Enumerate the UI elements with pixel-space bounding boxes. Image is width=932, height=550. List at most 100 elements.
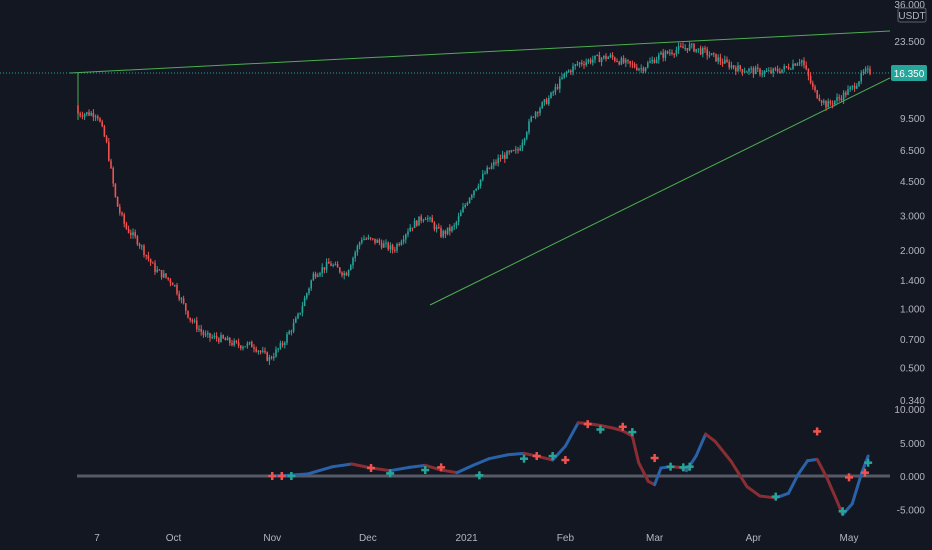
- candle: [669, 49, 671, 56]
- upper-trendline: [69, 30, 891, 74]
- candle: [292, 318, 295, 334]
- price-tick-label: 9.500: [900, 114, 925, 125]
- candle: [629, 60, 631, 68]
- candle: [185, 303, 187, 315]
- candle: [391, 243, 394, 254]
- candle: [446, 227, 449, 236]
- price-tick-label: 0.700: [900, 335, 925, 346]
- candle: [253, 344, 255, 353]
- indicator-tick-label: -5.000: [897, 505, 926, 516]
- candle: [512, 149, 515, 152]
- candle: [196, 316, 198, 333]
- candle: [856, 83, 858, 90]
- time-axis[interactable]: 7 Oct Nov Dec 2021 Feb Mar Apr May: [94, 533, 858, 544]
- candle: [783, 63, 785, 73]
- candle: [759, 67, 761, 77]
- candle: [222, 334, 224, 340]
- candle: [160, 269, 163, 280]
- candle: [444, 229, 447, 239]
- candle: [119, 203, 121, 216]
- candle: [761, 70, 763, 78]
- candle: [737, 62, 739, 72]
- candle: [565, 70, 568, 78]
- candle: [462, 202, 464, 213]
- candle: [99, 117, 101, 123]
- candle: [191, 318, 194, 324]
- candle: [251, 340, 253, 348]
- candle: [697, 48, 700, 53]
- candle: [662, 48, 664, 62]
- candle: [193, 318, 196, 324]
- price-tick-label: 0.340: [900, 396, 925, 407]
- candle: [539, 106, 541, 116]
- candle: [110, 158, 112, 170]
- candle: [739, 64, 741, 72]
- candle: [616, 58, 618, 63]
- candle: [594, 55, 596, 64]
- candle: [174, 284, 176, 288]
- candle: [812, 80, 814, 90]
- candle: [422, 218, 425, 223]
- candle: [548, 95, 550, 106]
- candle: [794, 63, 796, 67]
- candle: [787, 63, 790, 71]
- candle: [715, 53, 717, 63]
- candle: [702, 46, 704, 58]
- candle: [596, 54, 598, 57]
- candle: [460, 209, 462, 217]
- indicator-segment: [850, 471, 864, 506]
- candle: [361, 237, 363, 245]
- indicator-axis[interactable]: 10.000 5.000 0.000 -5.000: [894, 405, 925, 516]
- candle: [431, 214, 433, 223]
- candle: [743, 67, 746, 73]
- indicator-segment: [796, 459, 810, 477]
- indicator-segment: [439, 468, 459, 475]
- time-tick-label: Dec: [359, 533, 377, 544]
- buy-marker: [771, 492, 780, 501]
- indicator-pane[interactable]: [77, 420, 890, 517]
- candle: [90, 110, 92, 117]
- indicator-segment: [806, 457, 819, 463]
- candle: [279, 340, 282, 350]
- indicator-segment: [331, 462, 354, 469]
- candle: [809, 72, 812, 85]
- candle: [732, 64, 735, 70]
- candle: [310, 279, 312, 291]
- candle: [671, 49, 673, 56]
- candle: [768, 67, 770, 72]
- candle: [158, 268, 161, 271]
- sell-marker: [437, 463, 446, 472]
- candle: [554, 83, 557, 96]
- candle: [180, 297, 183, 304]
- candle: [231, 339, 233, 347]
- indicator-segment: [841, 502, 854, 517]
- candle: [796, 62, 799, 66]
- candle: [508, 150, 510, 155]
- indicator-segment: [388, 465, 411, 473]
- candle: [530, 115, 532, 123]
- sell-marker: [583, 420, 592, 429]
- candle: [97, 114, 99, 121]
- candle: [750, 65, 752, 74]
- candle: [631, 60, 634, 69]
- candle: [473, 190, 475, 199]
- indicator-segment: [551, 444, 567, 462]
- price-axis[interactable]: 36.000 23.500 9.500 6.500 4.500 3.000 2.000 1.4…: [894, 0, 925, 407]
- candle: [427, 215, 429, 223]
- candle: [134, 229, 136, 239]
- price-pane[interactable]: [0, 30, 891, 365]
- indicator-segment: [684, 454, 698, 473]
- candle: [396, 242, 398, 254]
- currency-badge[interactable]: USDT: [897, 7, 927, 23]
- candle: [317, 272, 319, 278]
- candle: [746, 70, 748, 73]
- candle: [152, 261, 154, 264]
- buy-marker: [287, 472, 296, 480]
- candle: [807, 68, 810, 81]
- candle: [383, 240, 385, 248]
- candle: [543, 99, 546, 106]
- time-tick-label: Nov: [263, 533, 281, 544]
- price-tick-label: 6.500: [900, 146, 925, 157]
- candle: [402, 235, 405, 245]
